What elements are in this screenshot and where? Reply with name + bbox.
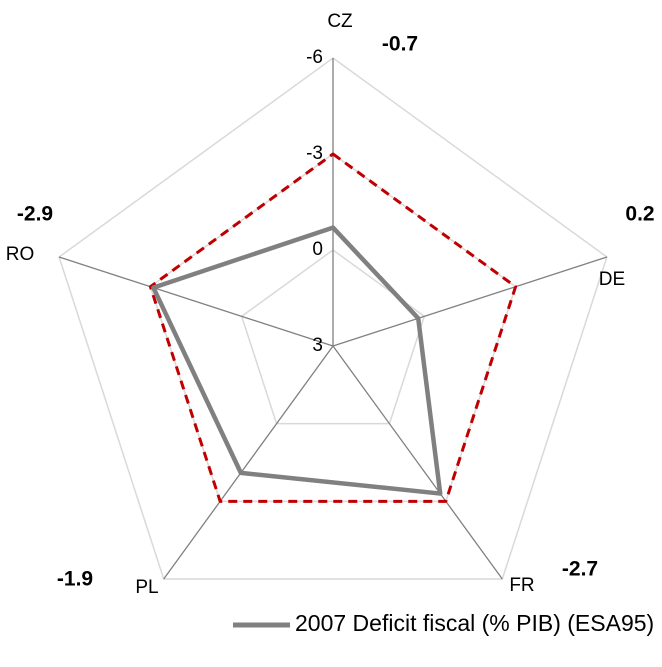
grid-ring	[240, 249, 426, 425]
spoke	[332, 345, 503, 580]
data-label: -0.7	[382, 33, 418, 56]
y-tick-label: -6	[306, 47, 323, 68]
data-label: -1.9	[57, 568, 93, 591]
spoke	[163, 345, 334, 580]
category-label: CZ	[327, 11, 353, 32]
data-label: 0.2	[625, 203, 654, 226]
y-tick-label: 3	[312, 335, 323, 356]
series-line	[151, 225, 443, 496]
legend-label: 2007 Deficit fiscal (% PIB) (ESA95)	[295, 610, 654, 636]
y-tick-label: 0	[312, 239, 323, 260]
category-label: DE	[599, 269, 625, 290]
category-label: RO	[6, 244, 35, 265]
category-label: PL	[135, 577, 158, 598]
spoke	[58, 256, 334, 347]
reference-line	[148, 152, 518, 503]
data-label: -2.7	[562, 558, 598, 581]
category-label: FR	[509, 575, 534, 596]
spoke	[332, 256, 608, 347]
data-label: -2.9	[17, 203, 53, 226]
y-tick-label: -3	[306, 143, 323, 164]
grid-ring	[58, 57, 608, 580]
